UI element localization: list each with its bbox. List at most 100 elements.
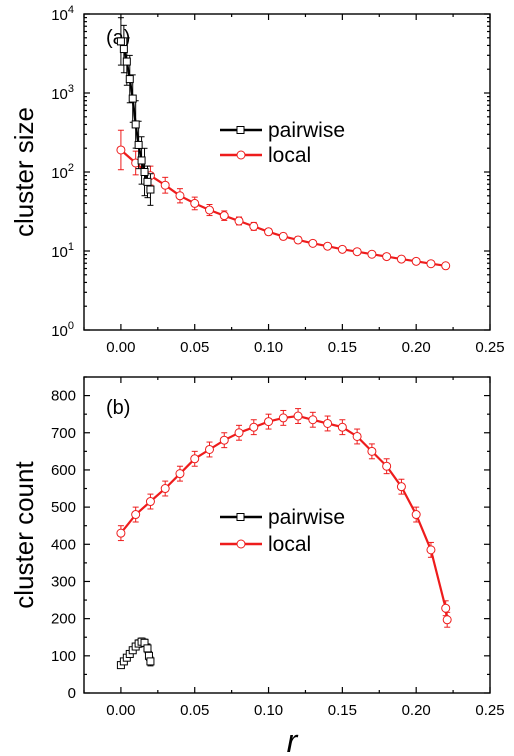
data-point [441, 603, 451, 613]
data-point [264, 227, 274, 237]
x-tick-label: 0.15 [328, 702, 357, 719]
legend: pairwise local [220, 506, 345, 556]
data-point [337, 422, 347, 432]
data-point [308, 238, 318, 248]
data-point [411, 510, 421, 520]
data-point [396, 254, 406, 264]
data-point [175, 191, 185, 201]
data-point [219, 435, 229, 445]
data-point [175, 469, 185, 479]
x-tick-label: 0.05 [180, 702, 209, 719]
data-point [160, 484, 170, 494]
data-point [337, 244, 347, 254]
data-point [119, 45, 128, 54]
data-point [249, 221, 259, 231]
y-tick-label: 104 [51, 4, 74, 24]
data-point [426, 259, 436, 269]
x-tick-label: 0.20 [402, 339, 431, 356]
data-point [352, 431, 362, 441]
x-tick-label: 0.10 [254, 702, 283, 719]
data-point [234, 428, 244, 438]
data-point [125, 75, 134, 84]
data-point [426, 545, 436, 555]
panel-a: 0.00 0.05 0.10 0.15 0.20 0.25 100 101 102 103 104 c… [9, 4, 505, 356]
y-tick-label: 0 [68, 685, 76, 702]
legend-label: local [268, 533, 311, 556]
data-point [249, 422, 259, 432]
y-tick-label: 103 [51, 83, 74, 103]
y-tick-label: 400 [51, 536, 76, 553]
y-axis-label: cluster size [9, 107, 39, 237]
plot-frame [83, 376, 491, 694]
data-point [396, 482, 406, 492]
data-point [131, 120, 140, 129]
data-point [367, 249, 377, 259]
data-point [146, 657, 155, 666]
y-tick-label: 600 [51, 462, 76, 479]
y-tick-label: 700 [51, 425, 76, 442]
data-point [382, 461, 392, 471]
y-tick-label: 500 [51, 499, 76, 516]
data-point [264, 417, 274, 427]
legend-marker [236, 126, 245, 134]
data-point [382, 252, 392, 262]
legend-marker [236, 513, 245, 521]
y-axis-label: cluster count [9, 461, 39, 609]
data-point [160, 180, 170, 190]
data-point [116, 37, 125, 46]
data-point [204, 205, 214, 215]
series-local [116, 408, 452, 628]
data-point [367, 446, 377, 456]
x-tick-label: 0.25 [475, 702, 504, 719]
data-point [323, 418, 333, 428]
data-point [234, 216, 244, 226]
data-point [128, 94, 137, 103]
data-point [441, 261, 451, 271]
data-point [204, 444, 214, 454]
data-point [411, 256, 421, 266]
data-point [278, 231, 288, 241]
x-tick-label: 0.05 [180, 339, 209, 356]
data-point [146, 185, 155, 194]
data-point [352, 247, 362, 257]
x-tick-label: 0.15 [328, 339, 357, 356]
data-point [219, 211, 229, 221]
y-tick-label: 200 [51, 611, 76, 628]
y-tick-label: 800 [51, 388, 76, 405]
legend-marker [236, 150, 246, 160]
x-tick-label: 0.10 [254, 339, 283, 356]
data-point [122, 57, 131, 66]
data-point [143, 177, 152, 186]
data-point [145, 497, 155, 507]
data-point [308, 415, 318, 425]
data-point [442, 615, 452, 625]
x-tick-label: 0.20 [402, 702, 431, 719]
data-point [140, 168, 149, 176]
y-tick-label: 100 [51, 320, 74, 340]
x-tick-label: 0.00 [106, 702, 135, 719]
x-axis-label: r [287, 723, 299, 756]
data-point [137, 156, 146, 165]
data-point [293, 235, 303, 245]
data-point [278, 413, 288, 423]
x-tick-label: 0.00 [106, 339, 135, 356]
data-point [131, 510, 141, 520]
y-tick-label: 300 [51, 573, 76, 590]
legend-label: local [268, 144, 311, 167]
series-line [120, 149, 446, 267]
data-point [134, 140, 143, 149]
data-point [190, 454, 200, 464]
series-pairwise [116, 17, 155, 206]
legend-marker [236, 539, 246, 549]
panel-label: (b) [106, 397, 130, 419]
data-point [323, 241, 333, 251]
data-point [116, 528, 126, 538]
data-point [293, 411, 303, 421]
legend-label: pairwise [268, 506, 345, 529]
y-tick-label: 100 [51, 648, 76, 665]
series-pairwise [116, 637, 155, 670]
data-point [116, 145, 126, 155]
y-tick-label: 102 [51, 162, 74, 182]
